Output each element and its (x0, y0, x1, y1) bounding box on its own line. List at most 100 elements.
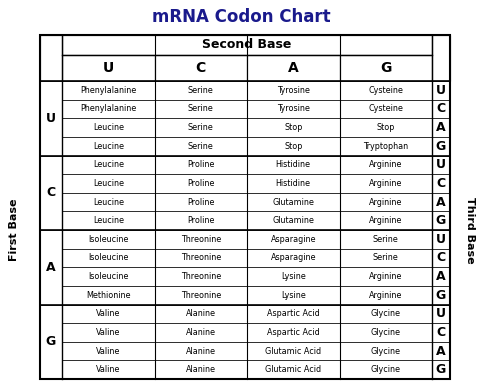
Text: Alanine: Alanine (186, 347, 216, 356)
Text: Stop: Stop (284, 142, 302, 151)
Text: Leucine: Leucine (93, 142, 124, 151)
Text: A: A (436, 270, 446, 283)
Bar (155, 230, 247, 248)
Bar (62, 286, 155, 305)
Bar (247, 137, 339, 156)
Text: Glutamine: Glutamine (272, 197, 314, 207)
Text: Arginine: Arginine (369, 291, 402, 300)
Bar (432, 137, 450, 156)
Text: Arginine: Arginine (369, 216, 402, 225)
Bar (339, 99, 432, 118)
Bar (339, 137, 432, 156)
Text: G: G (380, 61, 391, 75)
Text: Alanine: Alanine (186, 365, 216, 374)
Text: Stop: Stop (376, 123, 395, 132)
Bar (339, 323, 432, 342)
Bar (247, 81, 339, 99)
Text: G: G (46, 335, 56, 348)
Text: Leucine: Leucine (93, 216, 124, 225)
Bar (339, 156, 432, 174)
Text: Arginine: Arginine (369, 272, 402, 281)
Bar (339, 193, 432, 211)
Text: Asparagine: Asparagine (270, 235, 316, 244)
Bar (62, 360, 155, 379)
Bar (62, 267, 155, 286)
Text: Threonine: Threonine (181, 235, 221, 244)
Text: Phenylalanine: Phenylalanine (80, 86, 136, 95)
Bar (155, 156, 247, 174)
Text: Lysine: Lysine (281, 291, 306, 300)
Bar (247, 360, 339, 379)
Bar (432, 286, 450, 305)
Text: Asparagine: Asparagine (270, 253, 316, 262)
Text: Aspartic Acid: Aspartic Acid (267, 328, 320, 337)
Text: Threonine: Threonine (181, 272, 221, 281)
Bar (432, 156, 450, 174)
Text: Methionine: Methionine (86, 291, 131, 300)
Bar (155, 118, 247, 137)
Text: Lysine: Lysine (281, 272, 306, 281)
Bar (339, 267, 432, 286)
Text: U: U (46, 112, 56, 125)
Bar (155, 360, 247, 379)
Text: Threonine: Threonine (181, 253, 221, 262)
Bar (432, 230, 450, 248)
Text: G: G (436, 140, 446, 153)
Text: C: C (196, 61, 206, 75)
Text: U: U (103, 61, 114, 75)
Bar (62, 342, 155, 360)
Text: mRNA Codon Chart: mRNA Codon Chart (152, 8, 330, 26)
Text: G: G (436, 363, 446, 376)
Bar (155, 267, 247, 286)
Text: A: A (436, 121, 446, 134)
Text: C: C (436, 252, 445, 265)
Text: Tryptophan: Tryptophan (363, 142, 408, 151)
Text: U: U (436, 307, 446, 320)
Text: Proline: Proline (187, 160, 214, 169)
Text: Glycine: Glycine (371, 365, 401, 374)
Bar (339, 211, 432, 230)
Bar (40, 35, 62, 81)
Text: Glutamic Acid: Glutamic Acid (265, 347, 321, 356)
Bar (339, 55, 432, 81)
Bar (247, 286, 339, 305)
Bar (62, 99, 155, 118)
Bar (247, 99, 339, 118)
Text: C: C (436, 103, 445, 116)
Bar (62, 323, 155, 342)
Bar (339, 248, 432, 267)
Bar (62, 230, 155, 248)
Text: C: C (46, 186, 55, 199)
Text: Leucine: Leucine (93, 197, 124, 207)
Bar (339, 118, 432, 137)
Bar (62, 55, 155, 81)
Text: Serine: Serine (373, 253, 399, 262)
Bar (432, 193, 450, 211)
Text: Second Base: Second Base (202, 38, 292, 51)
Bar (247, 248, 339, 267)
Bar (432, 267, 450, 286)
Text: Leucine: Leucine (93, 160, 124, 169)
Bar (247, 174, 339, 193)
Text: A: A (436, 195, 446, 209)
Text: Valine: Valine (96, 365, 120, 374)
Text: A: A (436, 344, 446, 358)
Bar (62, 211, 155, 230)
Text: Glycine: Glycine (371, 310, 401, 318)
Text: Arginine: Arginine (369, 179, 402, 188)
Bar (62, 81, 155, 99)
Text: C: C (436, 326, 445, 339)
Text: Threonine: Threonine (181, 291, 221, 300)
Text: Phenylalanine: Phenylalanine (80, 104, 136, 113)
Bar (155, 248, 247, 267)
Text: Serine: Serine (373, 235, 399, 244)
Bar (62, 174, 155, 193)
Bar (62, 156, 155, 174)
Text: Serine: Serine (188, 142, 214, 151)
Text: Leucine: Leucine (93, 123, 124, 132)
Bar (247, 156, 339, 174)
Text: Cysteine: Cysteine (368, 104, 403, 113)
Bar (62, 193, 155, 211)
Bar (62, 137, 155, 156)
Bar (40, 305, 62, 379)
